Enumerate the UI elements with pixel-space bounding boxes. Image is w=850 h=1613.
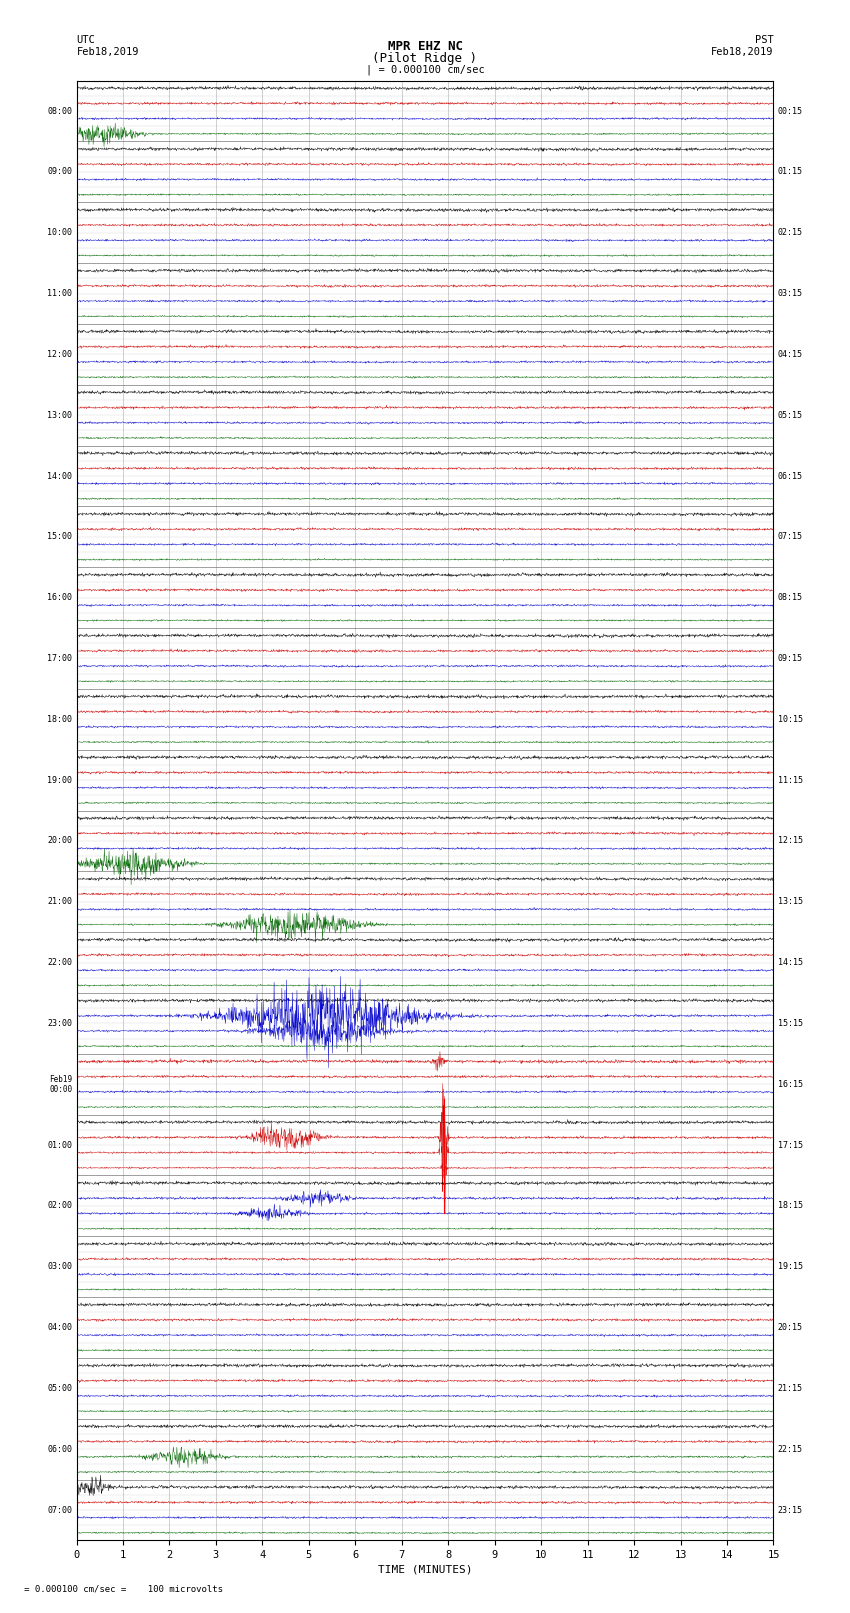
Text: 11:15: 11:15 [778, 776, 802, 784]
Text: 19:15: 19:15 [778, 1263, 802, 1271]
Text: 05:00: 05:00 [48, 1384, 72, 1394]
Text: 03:00: 03:00 [48, 1263, 72, 1271]
Text: 05:15: 05:15 [778, 411, 802, 419]
Text: 09:00: 09:00 [48, 168, 72, 176]
Text: 22:15: 22:15 [778, 1445, 802, 1453]
Text: 12:15: 12:15 [778, 837, 802, 845]
Text: 04:15: 04:15 [778, 350, 802, 358]
Text: PST: PST [755, 35, 774, 45]
Text: 07:15: 07:15 [778, 532, 802, 542]
Text: 23:15: 23:15 [778, 1505, 802, 1515]
Text: 06:15: 06:15 [778, 471, 802, 481]
Text: Feb19: Feb19 [49, 1074, 72, 1084]
Text: MPR EHZ NC: MPR EHZ NC [388, 40, 462, 53]
Text: 13:15: 13:15 [778, 897, 802, 907]
Text: 18:15: 18:15 [778, 1202, 802, 1210]
Text: 15:00: 15:00 [48, 532, 72, 542]
Text: 00:00: 00:00 [49, 1084, 72, 1094]
Text: 01:15: 01:15 [778, 168, 802, 176]
Text: 06:00: 06:00 [48, 1445, 72, 1453]
Text: 16:00: 16:00 [48, 594, 72, 602]
Text: Feb18,2019: Feb18,2019 [76, 47, 139, 56]
Text: 18:00: 18:00 [48, 715, 72, 724]
Text: 23:00: 23:00 [48, 1019, 72, 1027]
Text: 03:15: 03:15 [778, 289, 802, 298]
Text: 20:00: 20:00 [48, 837, 72, 845]
Text: 21:15: 21:15 [778, 1384, 802, 1394]
Text: (Pilot Ridge ): (Pilot Ridge ) [372, 52, 478, 65]
Text: 16:15: 16:15 [778, 1079, 802, 1089]
Text: 08:15: 08:15 [778, 594, 802, 602]
Text: 14:15: 14:15 [778, 958, 802, 968]
Text: | = 0.000100 cm/sec: | = 0.000100 cm/sec [366, 65, 484, 76]
Text: 14:00: 14:00 [48, 471, 72, 481]
Text: 17:00: 17:00 [48, 653, 72, 663]
Text: 21:00: 21:00 [48, 897, 72, 907]
Text: 08:00: 08:00 [48, 106, 72, 116]
Text: 07:00: 07:00 [48, 1505, 72, 1515]
Text: 02:15: 02:15 [778, 227, 802, 237]
Text: 10:00: 10:00 [48, 227, 72, 237]
Text: 22:00: 22:00 [48, 958, 72, 968]
Text: 11:00: 11:00 [48, 289, 72, 298]
X-axis label: TIME (MINUTES): TIME (MINUTES) [377, 1565, 473, 1574]
Text: 04:00: 04:00 [48, 1323, 72, 1332]
Text: = 0.000100 cm/sec =    100 microvolts: = 0.000100 cm/sec = 100 microvolts [8, 1584, 224, 1594]
Text: 02:00: 02:00 [48, 1202, 72, 1210]
Text: UTC: UTC [76, 35, 95, 45]
Text: 20:15: 20:15 [778, 1323, 802, 1332]
Text: 09:15: 09:15 [778, 653, 802, 663]
Text: Feb18,2019: Feb18,2019 [711, 47, 774, 56]
Text: 17:15: 17:15 [778, 1140, 802, 1150]
Text: 13:00: 13:00 [48, 411, 72, 419]
Text: 19:00: 19:00 [48, 776, 72, 784]
Text: 15:15: 15:15 [778, 1019, 802, 1027]
Text: 01:00: 01:00 [48, 1140, 72, 1150]
Text: 12:00: 12:00 [48, 350, 72, 358]
Text: 10:15: 10:15 [778, 715, 802, 724]
Text: 00:15: 00:15 [778, 106, 802, 116]
